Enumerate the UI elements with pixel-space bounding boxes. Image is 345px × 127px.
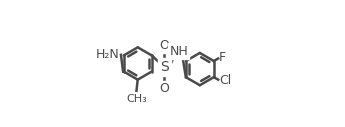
Text: NH: NH xyxy=(169,45,188,58)
Text: F: F xyxy=(219,51,226,64)
Text: S: S xyxy=(160,60,169,74)
Text: H₂N: H₂N xyxy=(96,48,120,61)
Text: Cl: Cl xyxy=(219,74,231,87)
Text: O: O xyxy=(159,39,169,52)
Text: CH₃: CH₃ xyxy=(126,94,147,104)
Text: O: O xyxy=(159,82,169,96)
